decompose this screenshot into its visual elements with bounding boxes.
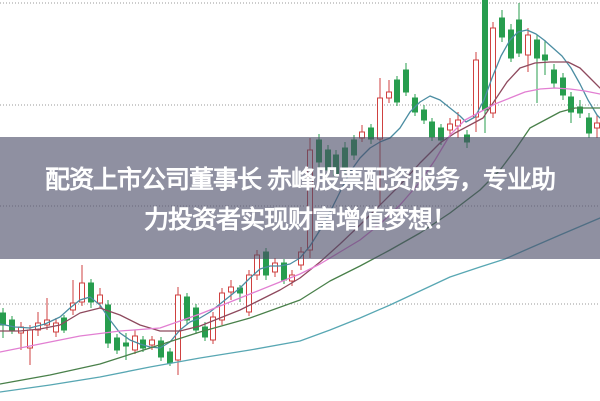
headline-banner: 配资上市公司董事长 赤峰股票配资服务，专业助 力投资者实现财富增值梦想！ — [0, 137, 600, 259]
headline-line-1: 配资上市公司董事长 赤峰股票配资服务，专业助 — [45, 166, 556, 194]
headline-line-2: 力投资者实现财富增值梦想！ — [143, 206, 457, 234]
headline-text-block: 配资上市公司董事长 赤峰股票配资服务，专业助 力投资者实现财富增值梦想！ — [35, 160, 565, 240]
